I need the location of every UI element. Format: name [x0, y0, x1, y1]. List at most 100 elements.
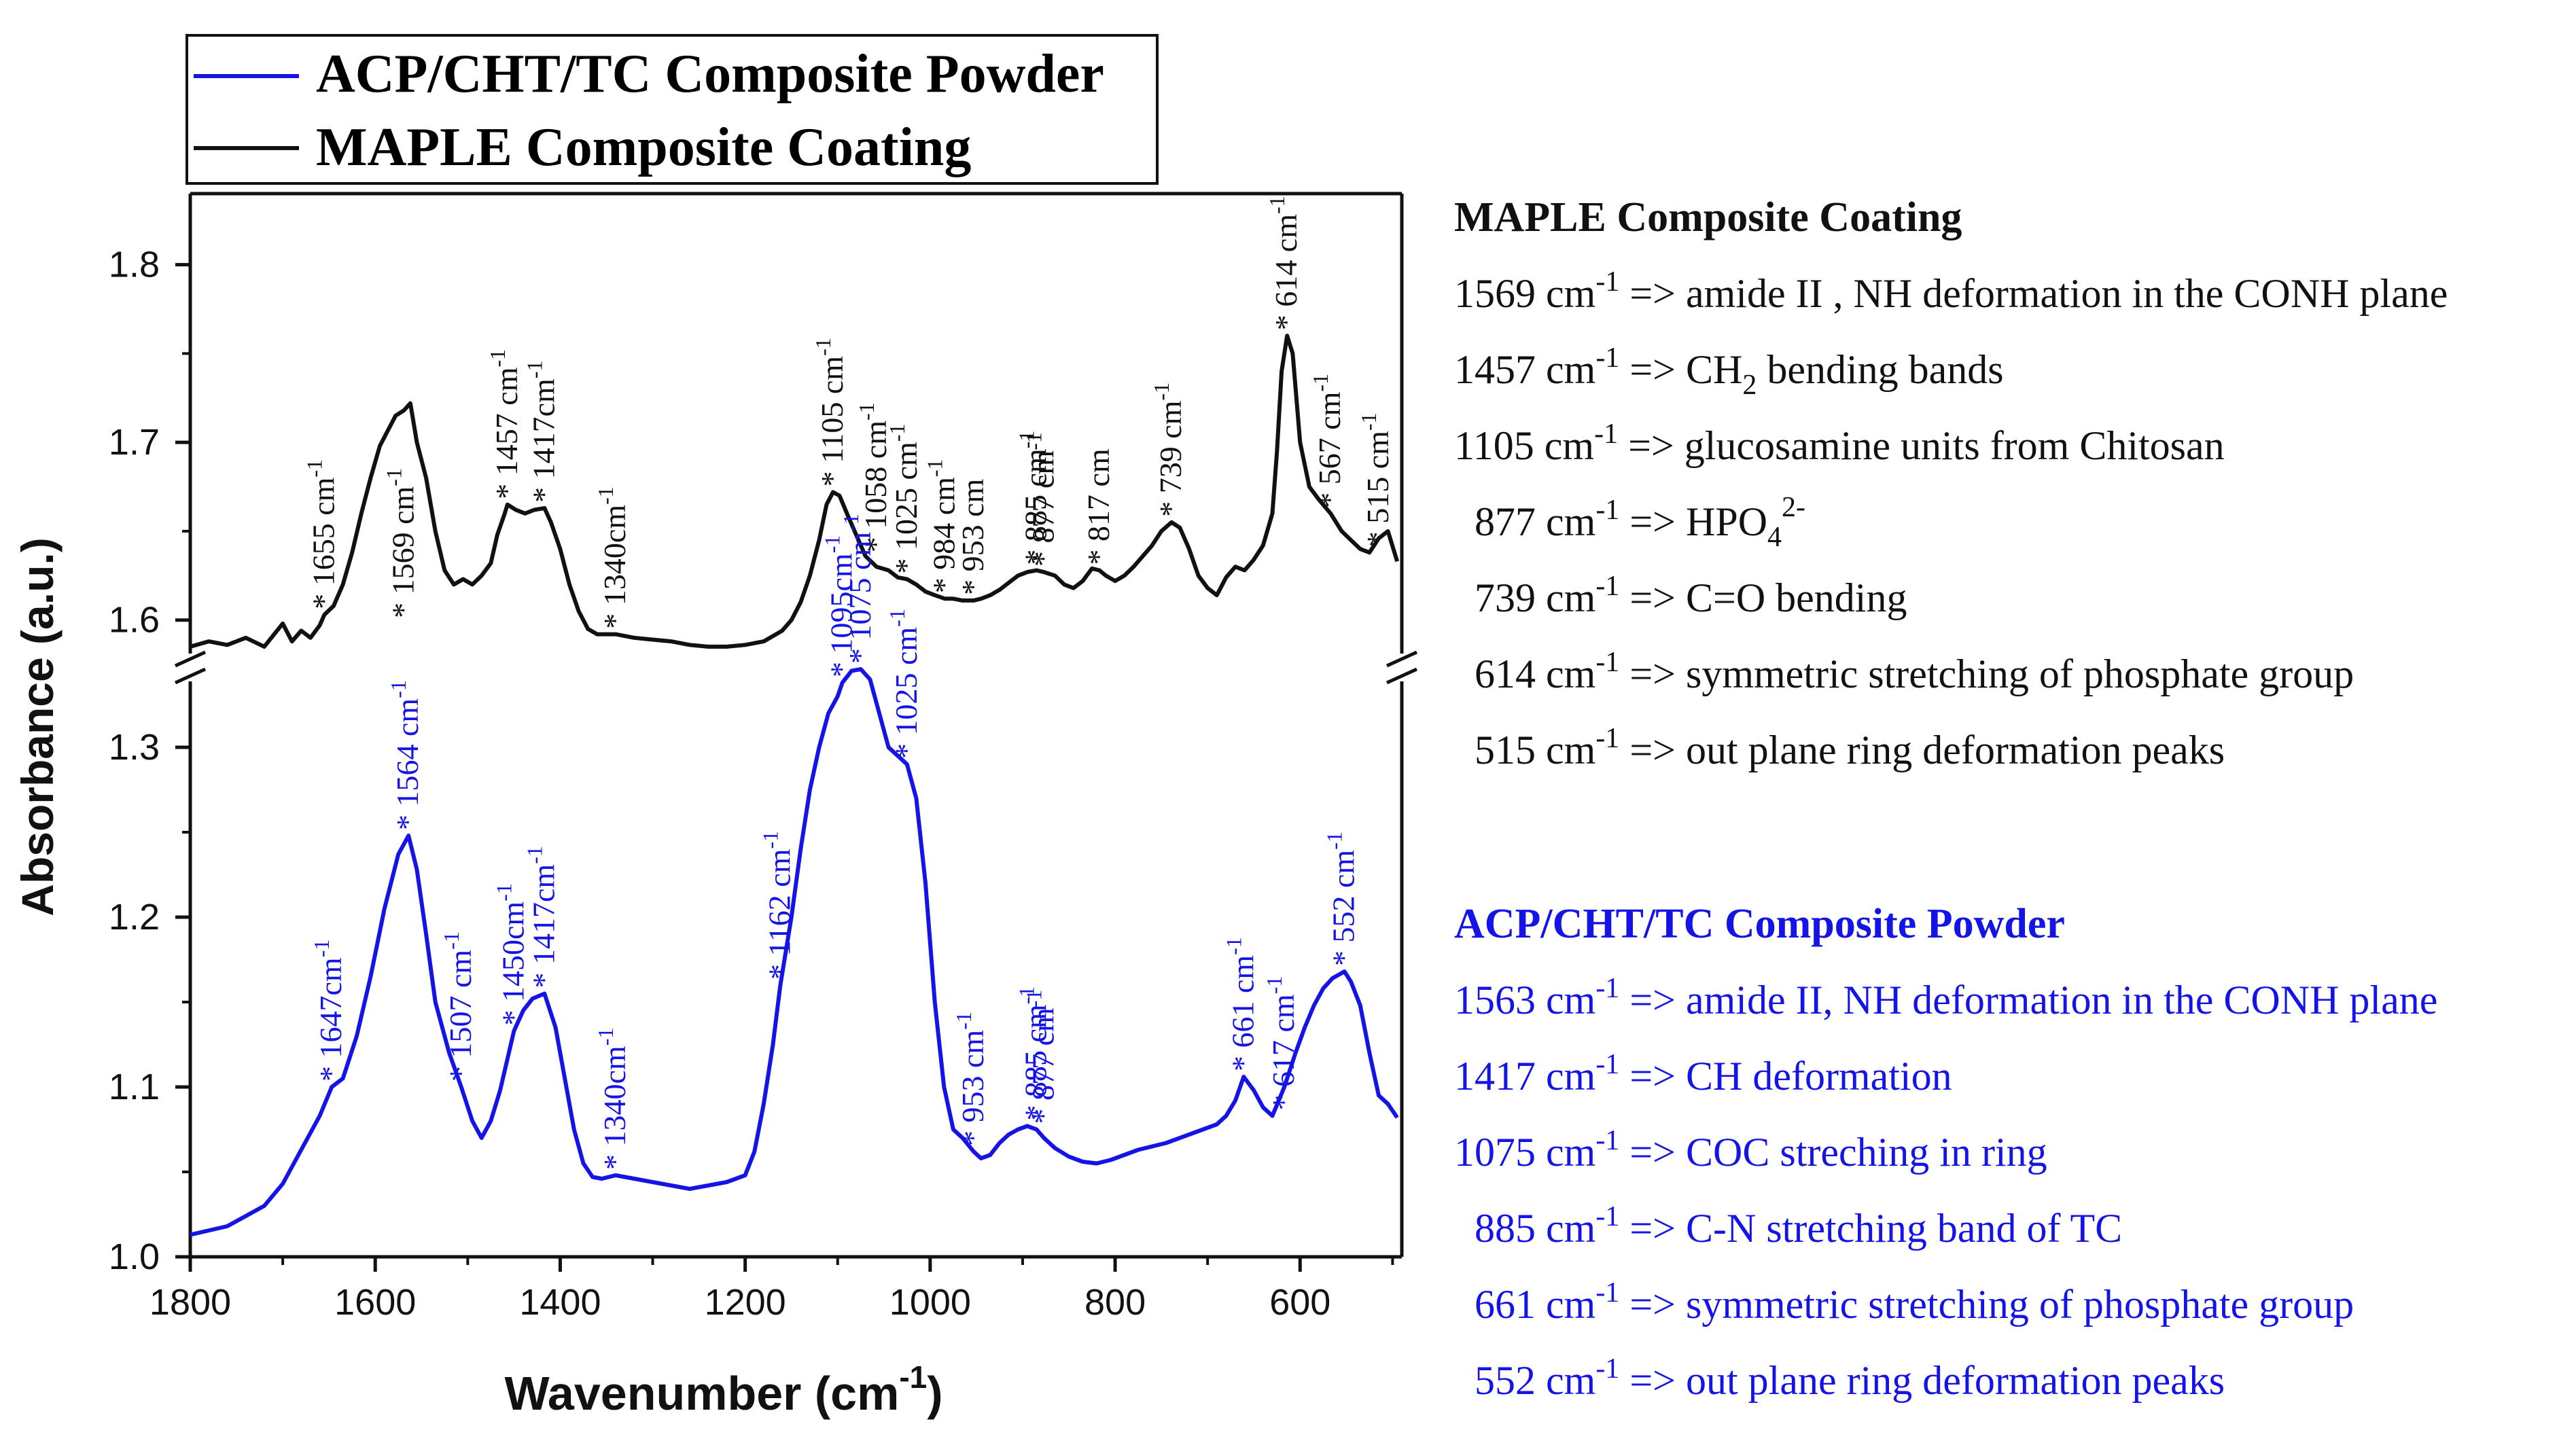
peak-label-powder: * 885 cm-1 [1014, 986, 1053, 1121]
peak-value: 1564 cm [390, 698, 425, 807]
peak-label-powder: * 1025 cm-1 [885, 609, 923, 759]
peak-value: 552 cm [1326, 850, 1361, 943]
peak-unit-sup: -1 [1322, 832, 1347, 850]
x-tick-label: 600 [1269, 1282, 1330, 1323]
peak-unit-sup: -1 [1262, 976, 1286, 995]
annotation-line-powder: 1563 cm-1 => amide II, NH deformation in… [1454, 973, 2437, 1022]
peak-unit-sup: -1 [811, 338, 835, 356]
peak-unit-sup: -1 [381, 468, 406, 486]
peak-unit-sup: -1 [820, 535, 845, 554]
peak-star: * [927, 570, 961, 594]
annotation-line-coating: 1105 cm-1 => glucosamine units from Chit… [1454, 418, 2225, 468]
peak-value: 817 cm [1081, 448, 1116, 541]
peak-label-powder: * 877 cm-1 [1021, 990, 1060, 1124]
peak-value: 1655 cm [306, 477, 340, 586]
peak-star: * [1153, 493, 1188, 517]
peak-star: * [385, 594, 420, 618]
y-tick-label: 1.3 [109, 727, 160, 768]
peak-label-powder: * 661 cm-1 [1221, 937, 1260, 1071]
peak-value: 614 cm [1269, 214, 1303, 307]
peak-labels: * 1655 cm-1* 1569 cm-1 * 1457 cm-1* 1417c… [302, 196, 1395, 1170]
peak-label-powder: * 1075 cm-1 [839, 514, 877, 664]
peak-star: * [1025, 1101, 1060, 1124]
annotation-line-powder: 661 cm-1 => symmetric stretching of phos… [1475, 1277, 2354, 1327]
annotation-line-coating: 1457 cm-1 => CH2 bending bands [1454, 342, 2004, 401]
peak-star: * [889, 550, 923, 574]
peak-label-powder: * 1507 cm-1 [439, 931, 478, 1082]
peak-value: 1075 cm [843, 532, 877, 641]
peak-star: * [815, 463, 849, 487]
peak-label-powder: * 1417cm-1 [522, 846, 561, 988]
legend-label-powder: ACP/CHT/TC Composite Powder [316, 44, 1104, 104]
peak-label-coating: * 614 cm-1 [1265, 196, 1303, 330]
peak-value: 877 cm [1025, 1007, 1060, 1101]
x-tick-label: 800 [1084, 1282, 1146, 1323]
peak-value: 1417cm [526, 864, 561, 965]
peak-label-powder: * 617 cm-1 [1262, 976, 1301, 1111]
peak-star: * [443, 1058, 478, 1082]
peak-star: * [313, 1058, 348, 1082]
peak-unit-sup: -1 [302, 459, 326, 478]
peak-star: * [762, 957, 796, 980]
peak-label-powder: * 1095cm-1 [820, 535, 859, 677]
peak-label-powder: * 1450cm-1 [491, 883, 530, 1025]
peak-label-coating: * 1105 cm-1 [811, 338, 849, 486]
peak-star: * [824, 654, 859, 678]
peak-label-coating: * 885 cm-1 [1014, 431, 1053, 565]
peak-label-coating: * 1457 cm-1 [485, 349, 524, 499]
peak-star: * [489, 476, 524, 499]
peak-star: * [1225, 1048, 1260, 1072]
peak-unit-sup: -1 [1308, 374, 1333, 392]
annotation-line-powder: 1417 cm-1 => CH deformation [1454, 1049, 1952, 1099]
peak-value: 661 cm [1225, 955, 1260, 1048]
peak-unit-sup: -1 [885, 609, 909, 627]
peak-value: 515 cm [1360, 431, 1395, 524]
peak-star: * [526, 965, 561, 988]
peak-value: 1647cm [313, 957, 348, 1058]
annotation-line-powder: 1075 cm-1 => COC streching in ring [1454, 1125, 2047, 1175]
peak-unit-sup: -1 [885, 424, 909, 442]
axis-break-mark-left-0 [174, 650, 207, 668]
x-axis-title-sup: -1 [899, 1359, 927, 1395]
peak-label-powder: * 1564 cm-1 [386, 680, 425, 830]
peak-star: * [1360, 524, 1395, 548]
series-line-powder [190, 667, 1399, 1237]
peak-label-coating: * 1655 cm-1 [302, 459, 340, 609]
y-tick-label: 1.2 [109, 897, 160, 938]
peak-star: * [955, 571, 990, 595]
axis-break-mark-right-1 [1386, 667, 1418, 685]
peak-value: 1569 cm [385, 486, 420, 594]
peak-value: 1457 cm [489, 367, 524, 476]
peak-value: 1162 cm [762, 849, 796, 956]
peak-label-coating: * 1417cm-1 [522, 361, 561, 503]
peak-label-coating: * 567 cm-1 [1308, 374, 1347, 508]
peak-value: 1340cm [597, 1046, 632, 1146]
peak-value: 1507 cm [443, 950, 478, 1058]
y-tick-label: 1.0 [109, 1236, 160, 1277]
peak-star: * [1312, 484, 1347, 508]
peak-label-coating: * 817 cm [1081, 448, 1116, 565]
y-tick-label: 1.7 [109, 422, 160, 463]
peak-star: * [955, 1123, 990, 1147]
y-axis-title: Absorbance (a.u.) [12, 537, 63, 916]
peak-star: * [1081, 541, 1116, 565]
peak-unit-sup: -1 [522, 846, 546, 864]
x-axis: 1800 1600 1400 1200 1000 800 600 [149, 1257, 1394, 1323]
peak-value: 739 cm [1153, 400, 1188, 493]
peak-unit-sup: -1 [593, 486, 618, 505]
x-axis-title-base: Wavenumber (cm [504, 1367, 899, 1420]
peak-star: * [858, 529, 893, 553]
peak-label-coating: * 515 cm-1 [1356, 412, 1395, 547]
annotation-line-coating: 739 cm-1 => C=O bending [1475, 571, 1907, 620]
x-tick-label: 1000 [889, 1282, 971, 1323]
peak-value: 953 cm [955, 478, 990, 571]
annotation-panel: MAPLE Composite Coating 1569 cm-1 => amid… [1454, 194, 2448, 1403]
peak-unit-sup: -1 [522, 361, 546, 379]
annotation-line-powder: 885 cm-1 => C-N stretching band of TC [1475, 1201, 2122, 1251]
x-axis-title-close: ) [927, 1367, 942, 1420]
annotation-line-coating: 614 cm-1 => symmetric stretching of phos… [1475, 647, 2354, 696]
peak-star: * [306, 586, 340, 609]
y-tick-label: 1.8 [109, 245, 160, 285]
annotation-title-powder: ACP/CHT/TC Composite Powder [1454, 901, 2065, 947]
annotation-line-powder: 552 cm-1 => out plane ring deformation p… [1475, 1353, 2225, 1403]
